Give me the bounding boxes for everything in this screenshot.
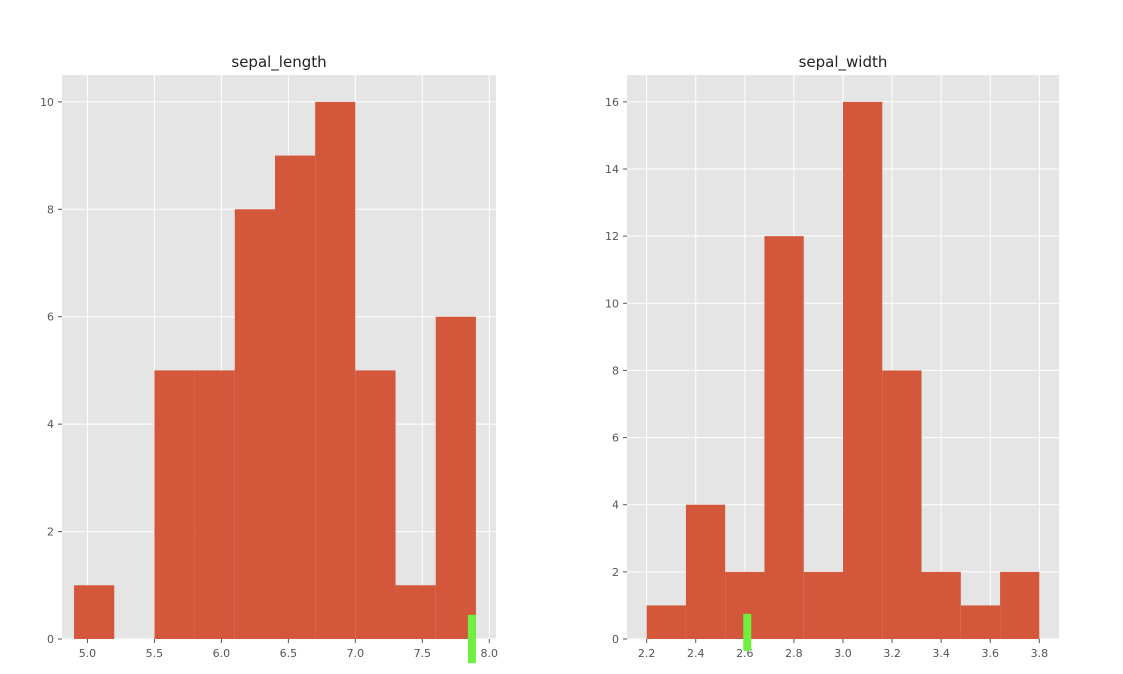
x-tick-label: 3.8 (1031, 647, 1049, 660)
y-tick-label: 8 (47, 203, 54, 216)
y-tick-label: 10 (40, 96, 54, 109)
y-tick-label: 0 (47, 633, 54, 646)
histogram-bar (803, 571, 843, 639)
histogram-bar (274, 155, 316, 640)
histogram-bar (74, 585, 115, 639)
x-tick-label: 2.4 (687, 647, 705, 660)
histogram-bar (921, 571, 961, 639)
y-tick-label: 14 (605, 163, 619, 176)
x-tick-label: 3.6 (982, 647, 1000, 660)
histogram-bar (234, 209, 275, 640)
histogram-bar (154, 370, 195, 639)
y-tick-label: 0 (612, 633, 619, 646)
x-tick-label: 2.2 (638, 647, 656, 660)
x-tick-label: 6.0 (213, 647, 231, 660)
y-tick-label: 2 (47, 526, 54, 539)
histogram-bar (355, 370, 396, 639)
x-tick-label: 3.4 (932, 647, 950, 660)
chart-title: sepal_length (231, 53, 326, 72)
highlight-marker (743, 613, 752, 651)
y-tick-label: 6 (612, 432, 619, 445)
histogram-bar (646, 605, 686, 639)
x-tick-label: 7.0 (347, 647, 365, 660)
x-tick-label: 3.0 (834, 647, 852, 660)
y-tick-label: 8 (612, 364, 619, 377)
sepal-length-histogram: 5.0 5.5 6.0 6.5 7.0 7.5 8.0 0 2 4 6 8 10 sepal_length (40, 53, 499, 664)
histogram-bar (435, 316, 476, 639)
x-tick-label: 7.5 (414, 647, 432, 660)
x-tick-label: 2.8 (785, 647, 803, 660)
x-tick-label: 3.2 (883, 647, 901, 660)
histogram-bar (685, 504, 726, 639)
histogram-bar (764, 236, 804, 639)
y-tick-label: 2 (612, 566, 619, 579)
highlight-marker (467, 614, 476, 664)
histogram-bar (1000, 571, 1040, 639)
histogram-bar (395, 585, 436, 639)
y-tick-label: 10 (605, 297, 619, 310)
sepal-width-histogram: 2.2 2.4 2.6 2.8 3.0 3.2 3.4 3.6 3.80246810121416… (605, 53, 1059, 660)
x-tick-label: 5.0 (79, 647, 97, 660)
histogram-bar (843, 101, 883, 640)
y-tick-label: 4 (612, 499, 619, 512)
histogram-bar (315, 101, 356, 640)
x-tick-label: 6.5 (280, 647, 298, 660)
histogram-bar (882, 370, 922, 639)
x-tick-label: 8.0 (481, 647, 499, 660)
y-tick-label: 6 (47, 311, 54, 324)
x-tick-label: 5.5 (146, 647, 164, 660)
y-tick-label: 12 (605, 230, 619, 243)
y-tick-label: 16 (605, 96, 619, 109)
y-tick-label: 4 (47, 418, 54, 431)
chart-title: sepal_width (799, 53, 888, 72)
histogram-bar (194, 370, 235, 639)
histogram-bar (960, 605, 1001, 639)
